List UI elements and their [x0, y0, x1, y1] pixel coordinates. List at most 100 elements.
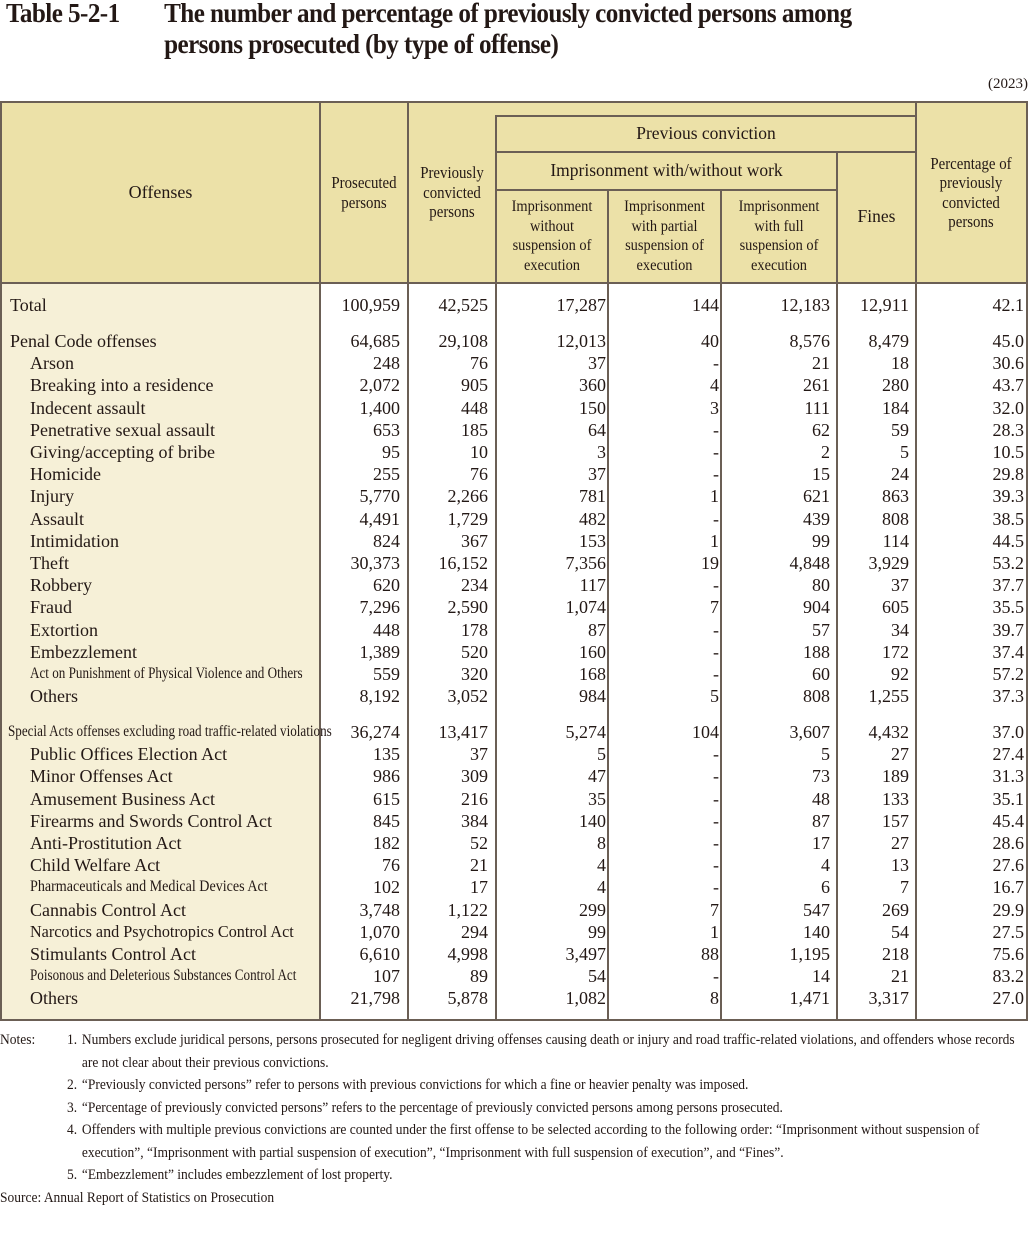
cell-previously-convicted: 13,417: [438, 722, 489, 742]
cell-imp-full: 621: [803, 486, 830, 507]
col-divider: [836, 151, 838, 1019]
row-label: Cannabis Control Act: [30, 899, 186, 920]
table-row: Stimulants Control Act 6,610 4,998 3,497…: [2, 943, 1026, 965]
cell-imp-partial: -: [713, 744, 719, 765]
cell-imp-without: 117: [579, 575, 606, 596]
table-title: Table 5-2-1 The number and percentage of …: [6, 0, 852, 60]
cell-previously-convicted: 21: [470, 855, 488, 876]
row-label: Minor Offenses Act: [30, 766, 173, 787]
cell-prosecuted: 36,274: [350, 722, 401, 742]
table-row: Act on Punishment of Physical Violence a…: [2, 663, 1026, 685]
cell-fines: 808: [882, 508, 909, 529]
cell-imp-without: 5,274: [565, 722, 607, 742]
cell-prosecuted: 1,070: [359, 921, 401, 942]
cell-prosecuted: 100,959: [341, 295, 401, 315]
cell-percentage: 44.5: [992, 530, 1025, 551]
row-label: Intimidation: [30, 530, 119, 551]
table-row: Firearms and Swords Control Act 845 384 …: [2, 810, 1026, 832]
cell-percentage: 29.8: [992, 464, 1025, 485]
cell-imp-without: 482: [579, 508, 606, 529]
cell-percentage: 43.7: [992, 375, 1025, 396]
row-label: Indecent assault: [30, 397, 146, 418]
cell-imp-full: 6: [821, 877, 830, 898]
table-row-total: Total 100,959 42,525 17,287 144 12,183 1…: [2, 294, 1026, 316]
cell-percentage: 57.2: [992, 664, 1025, 684]
cell-previously-convicted: 2,266: [447, 486, 489, 507]
cell-imp-partial: 19: [701, 553, 719, 573]
cell-percentage: 32.0: [992, 397, 1025, 418]
row-divider: [495, 151, 916, 153]
cell-fines: 7: [900, 877, 909, 898]
cell-fines: 21: [891, 966, 909, 987]
cell-imp-without: 1,074: [565, 597, 607, 618]
cell-fines: 12,911: [860, 295, 909, 315]
cell-prosecuted: 76: [382, 855, 400, 876]
cell-imp-full: 8,576: [789, 331, 831, 351]
note-number: 5.: [66, 1167, 78, 1183]
cell-prosecuted: 615: [373, 788, 400, 809]
table-row: Arson 248 76 37 - 21 18 30.6: [2, 352, 1026, 374]
cell-prosecuted: 135: [373, 744, 400, 765]
row-label: Theft: [30, 553, 69, 573]
table-row: Cannabis Control Act 3,748 1,122 299 7 5…: [2, 899, 1026, 921]
note-number: 1.: [66, 1032, 78, 1048]
header-imp-full-suspension: Imprisonment with full suspension of execut…: [738, 198, 820, 274]
row-label: Robbery: [30, 575, 92, 596]
note-item: 3. “Percentage of previously convicted p…: [0, 1097, 1030, 1120]
cell-imp-partial: 7: [710, 899, 719, 920]
cell-fines: 5: [900, 442, 909, 462]
cell-percentage: 16.7: [992, 877, 1025, 898]
cell-prosecuted: 21,798: [350, 988, 401, 1009]
cell-prosecuted: 986: [373, 766, 400, 787]
cell-previously-convicted: 89: [470, 966, 488, 987]
cell-imp-full: 17: [812, 833, 830, 853]
cell-percentage: 39.3: [992, 486, 1025, 507]
cell-previously-convicted: 16,152: [438, 553, 489, 573]
cell-imp-without: 168: [579, 664, 606, 684]
row-label: Stimulants Control Act: [30, 944, 197, 964]
note-text: “Percentage of previously convicted pers…: [81, 1099, 783, 1116]
cell-imp-partial: -: [713, 855, 719, 876]
table-row: Penal Code offenses 64,685 29,108 12,013…: [2, 330, 1026, 352]
row-label: Arson: [30, 353, 74, 374]
header-fines: Fines: [857, 206, 896, 227]
table-row: Public Offices Election Act 135 37 5 - 5…: [2, 743, 1026, 765]
row-label: Extortion: [30, 619, 98, 640]
cell-percentage: 83.2: [992, 966, 1025, 987]
cell-imp-full: 3,607: [789, 722, 831, 742]
cell-imp-partial: -: [713, 966, 719, 987]
cell-prosecuted: 64,685: [350, 331, 401, 351]
cell-fines: 133: [882, 788, 909, 809]
note-item: 5. “Embezzlement” includes embezzlement …: [0, 1164, 1030, 1187]
row-label: Poisonous and Deleterious Substances Con…: [30, 967, 297, 985]
cell-percentage: 37.3: [992, 686, 1025, 707]
cell-previously-convicted: 76: [470, 464, 488, 485]
cell-imp-without: 781: [579, 486, 606, 507]
cell-previously-convicted: 3,052: [447, 686, 489, 707]
cell-imp-partial: 1: [710, 486, 719, 507]
row-divider: [495, 115, 916, 117]
cell-percentage: 38.5: [992, 508, 1025, 529]
cell-previously-convicted: 185: [461, 419, 488, 440]
table-row: Breaking into a residence 2,072 905 360 …: [2, 374, 1026, 396]
row-label: Total: [10, 295, 47, 315]
cell-previously-convicted: 4,998: [447, 944, 489, 964]
cell-prosecuted: 7,296: [359, 597, 401, 618]
cell-previously-convicted: 905: [461, 375, 488, 396]
cell-imp-partial: 4: [710, 375, 719, 396]
row-label: Firearms and Swords Control Act: [30, 810, 272, 831]
cell-percentage: 31.3: [992, 766, 1025, 787]
cell-prosecuted: 107: [373, 966, 400, 987]
cell-imp-full: 904: [803, 597, 830, 618]
cell-imp-partial: 40: [701, 331, 719, 351]
row-label: Narcotics and Psychotropics Control Act: [30, 921, 294, 941]
cell-previously-convicted: 448: [461, 397, 488, 418]
row-divider: [495, 189, 837, 191]
note-number: 3.: [66, 1099, 78, 1116]
cell-previously-convicted: 2,590: [447, 597, 489, 618]
cell-fines: 114: [882, 530, 909, 551]
cell-percentage: 28.6: [992, 833, 1025, 853]
cell-previously-convicted: 52: [470, 833, 488, 853]
table-row: Amusement Business Act 615 216 35 - 48 1…: [2, 788, 1026, 810]
cell-previously-convicted: 309: [461, 766, 488, 787]
